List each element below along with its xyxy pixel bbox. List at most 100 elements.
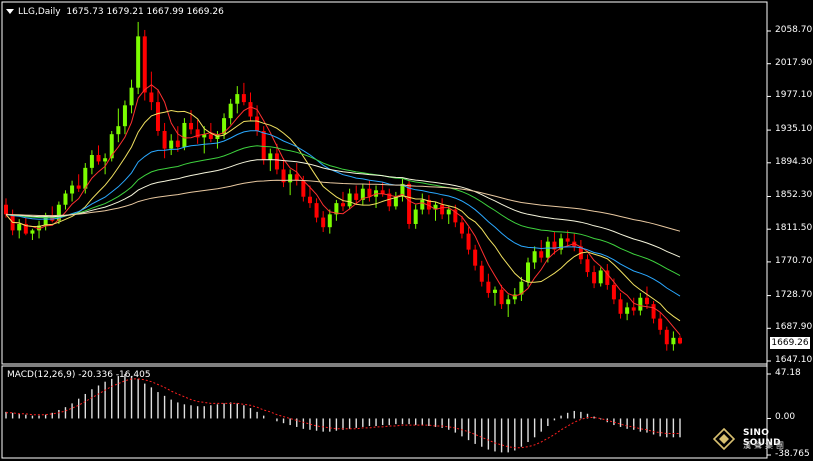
candle-body — [76, 185, 81, 189]
candle-body — [492, 289, 497, 293]
candle-body — [83, 167, 88, 189]
ma-green-line — [5, 145, 681, 277]
candle-body — [241, 94, 246, 103]
candle-body — [268, 153, 273, 160]
ma-white-line — [5, 159, 681, 258]
candle-body — [440, 204, 445, 215]
candle-body — [202, 134, 207, 138]
candle-body — [611, 284, 616, 300]
candle-body — [169, 140, 174, 149]
macd-label: MACD(12,26,9) -20.336 -16.405 — [7, 370, 151, 380]
candle-body — [129, 87, 134, 106]
candle-body — [162, 130, 167, 149]
candle-body — [453, 209, 458, 223]
candle-body — [294, 174, 299, 181]
candle-body — [479, 265, 484, 282]
macd-signal-line — [6, 378, 680, 449]
candle-body — [664, 329, 669, 345]
candle-body — [671, 337, 676, 345]
candle-body — [512, 294, 517, 300]
chart-header: LLG,Daily 1675.73 1679.21 1667.99 1669.2… — [6, 7, 224, 17]
candle-body — [341, 203, 345, 207]
candle-body — [506, 299, 511, 305]
logo-diamond-icon — [713, 428, 735, 450]
candle-body — [327, 214, 332, 228]
candle-body — [446, 209, 451, 215]
macd-tick-label: 0.00 — [775, 412, 796, 423]
candle-body — [598, 270, 603, 284]
candle-body — [473, 249, 478, 266]
candle-body — [360, 188, 365, 200]
candle-body — [30, 230, 35, 234]
price-tick-label: 1852.30 — [775, 190, 813, 201]
candle-body — [235, 94, 240, 104]
candle-body — [545, 241, 550, 258]
candle-body — [109, 134, 114, 159]
candle-body — [638, 297, 643, 311]
current-price-box: 1669.26 — [770, 337, 810, 349]
candle-body — [400, 183, 405, 197]
price-tick-label: 1894.30 — [775, 156, 813, 167]
candle-body — [605, 270, 610, 285]
price-tick-label: 1770.70 — [775, 255, 813, 266]
candle-body — [17, 223, 22, 231]
price-tick-label: 2058.70 — [775, 25, 813, 35]
candle-body — [23, 223, 28, 234]
candle-body — [189, 122, 194, 130]
symbol-label: LLG,Daily — [18, 7, 61, 17]
candle-body — [426, 199, 431, 210]
price-tick-label: 1728.70 — [775, 289, 813, 300]
candle-body — [248, 102, 253, 117]
candle-body — [103, 158, 108, 162]
candle-body — [347, 193, 352, 207]
candle-body — [261, 130, 266, 160]
candle-body — [393, 196, 398, 207]
candle-body — [314, 203, 319, 218]
price-tick-label: 1935.10 — [775, 124, 813, 135]
candle-body — [380, 190, 385, 194]
candle-body — [307, 196, 312, 204]
candle-body — [499, 289, 504, 305]
macd-tick-label: 47.18 — [775, 368, 801, 378]
candle-body — [618, 299, 623, 314]
price-tick-label: 2017.90 — [775, 57, 813, 68]
candle-body — [354, 193, 359, 200]
candle-body — [43, 215, 48, 226]
candle-body — [585, 259, 590, 273]
candle-body — [592, 272, 597, 284]
candle-body — [519, 281, 524, 295]
candle-body — [631, 307, 636, 311]
ma10-line — [5, 109, 681, 322]
candle-body — [96, 155, 101, 162]
logo-text-en: SINO SOUND — [743, 428, 781, 448]
price-tick-label: 1647.10 — [775, 355, 813, 365]
candle-body — [407, 183, 412, 224]
candle-body — [195, 129, 200, 138]
candle-body — [678, 337, 682, 344]
candle-body — [136, 36, 141, 88]
candle-body — [4, 204, 8, 215]
candle-body — [539, 251, 544, 258]
candle-body — [559, 238, 564, 250]
candle-body — [565, 238, 570, 242]
candle-body — [459, 222, 464, 234]
candle-body — [367, 188, 372, 197]
candle-body — [486, 281, 491, 293]
candle-body — [387, 193, 392, 207]
candle-body — [222, 118, 227, 135]
candle-body — [155, 102, 160, 131]
ma-tan-line — [5, 179, 681, 232]
ma5-line — [5, 84, 681, 336]
sino-sound-logo: SINO SOUND 漢聲集團 — [713, 426, 808, 456]
candle-body — [70, 185, 75, 194]
candle-body — [182, 122, 187, 148]
dropdown-triangle-icon[interactable] — [6, 9, 14, 14]
candle-body — [644, 297, 649, 305]
candle-body — [208, 134, 213, 139]
candle-body — [321, 217, 326, 228]
price-tick-label: 1977.10 — [775, 90, 813, 101]
candle-body — [63, 193, 68, 205]
ohlc-values: 1675.73 1679.21 1667.99 1669.26 — [66, 7, 224, 17]
candle-body — [532, 251, 537, 263]
